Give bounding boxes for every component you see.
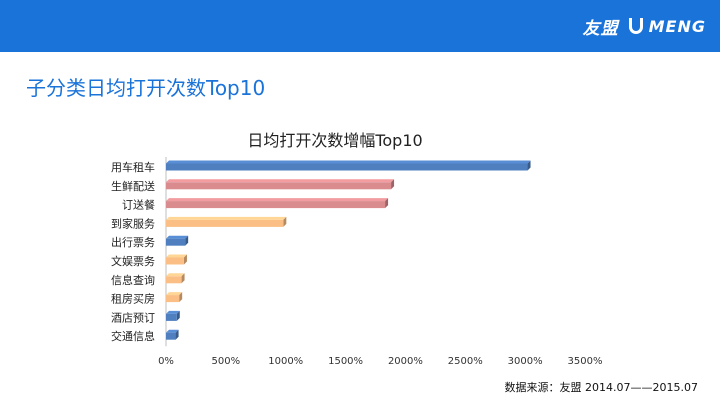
bar xyxy=(166,254,187,265)
category-label: 出行票务 xyxy=(111,235,155,249)
category-label: 文娱票务 xyxy=(111,254,155,268)
umeng-u-icon xyxy=(628,18,643,34)
bar xyxy=(166,179,395,190)
bar xyxy=(166,216,287,227)
bar xyxy=(166,235,189,246)
bar-front-face xyxy=(166,257,184,265)
bar xyxy=(166,329,179,340)
x-tick-label: 0% xyxy=(158,356,174,367)
x-tick-label: 3500% xyxy=(568,356,603,367)
bar-end-face xyxy=(391,179,395,190)
header-bar: 友盟 MENG xyxy=(0,0,720,52)
bar xyxy=(166,310,180,321)
bar-front-face xyxy=(166,163,528,171)
x-tick-label: 3000% xyxy=(508,356,543,367)
category-label: 到家服务 xyxy=(111,216,155,230)
bar xyxy=(166,160,531,171)
bar-top-face xyxy=(166,292,183,296)
bar-end-face xyxy=(385,198,389,209)
bar-top-face xyxy=(166,273,185,277)
x-tick-label: 2000% xyxy=(388,356,423,367)
x-tick-label: 2500% xyxy=(448,356,483,367)
category-label: 信息查询 xyxy=(111,273,155,287)
chart-title: 日均打开次数增幅Top10 xyxy=(247,131,423,150)
bar xyxy=(166,198,389,209)
category-label: 租房买房 xyxy=(111,293,155,306)
bar-end-face xyxy=(175,329,179,340)
bar-front-face xyxy=(166,219,284,227)
bar-front-face xyxy=(166,295,180,303)
category-label: 酒店预订 xyxy=(111,310,155,324)
category-label: 用车租车 xyxy=(111,160,155,174)
x-tick-label: 1000% xyxy=(268,356,303,367)
bar xyxy=(166,273,185,284)
bar-end-face xyxy=(176,310,180,321)
bar-front-face xyxy=(166,238,186,246)
bar-front-face xyxy=(166,182,392,190)
bar-end-face xyxy=(183,254,187,265)
bar-top-face xyxy=(166,198,389,202)
brand-logo: 友盟 MENG xyxy=(582,14,706,39)
x-tick-label: 500% xyxy=(212,356,241,367)
bar-top-face xyxy=(166,310,180,314)
data-source-note: 数据来源：友盟 2014.07——2015.07 xyxy=(504,381,698,394)
bar-top-face xyxy=(166,179,395,183)
bar-top-face xyxy=(166,160,531,164)
category-label: 生鲜配送 xyxy=(111,179,155,193)
bar-end-face xyxy=(181,273,185,284)
page-title: 子分类日均打开次数Top10 xyxy=(26,76,266,100)
bar-front-face xyxy=(166,276,182,284)
x-tick-label: 1500% xyxy=(328,356,363,367)
bar-end-face xyxy=(185,235,189,246)
brand-name-cn: 友盟 xyxy=(582,18,619,39)
brand-name-en: MENG xyxy=(648,16,706,36)
bar-front-face xyxy=(166,313,177,321)
bar-top-face xyxy=(166,235,189,239)
bar-end-face xyxy=(283,216,287,227)
bar-front-face xyxy=(166,332,176,340)
category-label: 交通信息 xyxy=(111,329,155,343)
bar-top-face xyxy=(166,254,187,258)
bar-top-face xyxy=(166,329,179,333)
bar-end-face xyxy=(527,160,531,171)
category-label: 订送餐 xyxy=(122,198,155,212)
bar-end-face xyxy=(179,292,183,303)
bar xyxy=(166,292,183,303)
bar-front-face xyxy=(166,201,386,209)
bar-top-face xyxy=(166,216,287,220)
